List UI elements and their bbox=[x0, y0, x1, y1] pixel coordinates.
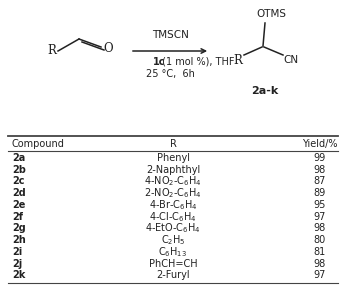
Text: 2-Furyl: 2-Furyl bbox=[156, 270, 190, 280]
Text: 97: 97 bbox=[314, 270, 326, 280]
Text: 4-Br-C$_6$H$_4$: 4-Br-C$_6$H$_4$ bbox=[148, 198, 198, 212]
Text: 4-EtO-C$_6$H$_4$: 4-EtO-C$_6$H$_4$ bbox=[145, 221, 201, 235]
Text: 25 °C,  6h: 25 °C, 6h bbox=[146, 69, 194, 79]
Text: 98: 98 bbox=[314, 223, 326, 233]
Text: PhCH=CH: PhCH=CH bbox=[149, 259, 197, 269]
Text: 2c: 2c bbox=[12, 176, 25, 187]
Text: 95: 95 bbox=[314, 200, 326, 210]
Text: 1c: 1c bbox=[153, 57, 165, 67]
Text: 81: 81 bbox=[314, 247, 326, 257]
Text: 2k: 2k bbox=[12, 270, 25, 280]
Text: 80: 80 bbox=[314, 235, 326, 245]
Text: C$_2$H$_5$: C$_2$H$_5$ bbox=[161, 233, 185, 247]
Text: 97: 97 bbox=[314, 212, 326, 222]
Text: 2-Naphthyl: 2-Naphthyl bbox=[146, 165, 200, 175]
Text: 2f: 2f bbox=[12, 212, 23, 222]
Text: 89: 89 bbox=[314, 188, 326, 198]
Text: 2e: 2e bbox=[12, 200, 25, 210]
Text: R: R bbox=[170, 139, 176, 149]
Text: 2a: 2a bbox=[12, 153, 25, 163]
Text: R: R bbox=[234, 54, 243, 67]
Text: 2b: 2b bbox=[12, 165, 26, 175]
Text: R: R bbox=[47, 45, 56, 58]
Text: Yield/%: Yield/% bbox=[302, 139, 338, 149]
Text: 87: 87 bbox=[314, 176, 326, 187]
Text: 2i: 2i bbox=[12, 247, 22, 257]
Text: Phenyl: Phenyl bbox=[156, 153, 190, 163]
Text: 2a-k: 2a-k bbox=[252, 86, 279, 96]
Text: OTMS: OTMS bbox=[256, 9, 286, 19]
Text: 2h: 2h bbox=[12, 235, 26, 245]
Text: 2j: 2j bbox=[12, 259, 22, 269]
Text: O: O bbox=[103, 42, 113, 56]
Text: Compound: Compound bbox=[12, 139, 65, 149]
Text: 4-Cl-C$_6$H$_4$: 4-Cl-C$_6$H$_4$ bbox=[149, 210, 197, 223]
Text: 99: 99 bbox=[314, 153, 326, 163]
Text: 98: 98 bbox=[314, 165, 326, 175]
Text: C$_6$H$_{13}$: C$_6$H$_{13}$ bbox=[158, 245, 188, 259]
Text: 2-NO$_2$-C$_6$H$_4$: 2-NO$_2$-C$_6$H$_4$ bbox=[144, 186, 202, 200]
Text: 2d: 2d bbox=[12, 188, 26, 198]
Text: 2g: 2g bbox=[12, 223, 26, 233]
Text: CN: CN bbox=[283, 55, 299, 65]
Text: 98: 98 bbox=[314, 259, 326, 269]
Text: 4-NO$_2$-C$_6$H$_4$: 4-NO$_2$-C$_6$H$_4$ bbox=[144, 175, 202, 188]
Text: (1 mol %), THF: (1 mol %), THF bbox=[159, 57, 235, 67]
Text: TMSCN: TMSCN bbox=[152, 30, 189, 40]
